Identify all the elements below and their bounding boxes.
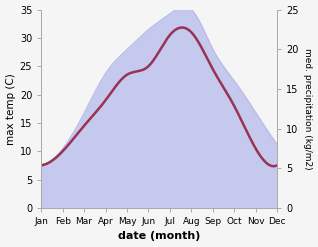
Y-axis label: max temp (C): max temp (C) [5, 73, 16, 144]
X-axis label: date (month): date (month) [118, 231, 200, 242]
Y-axis label: med. precipitation (kg/m2): med. precipitation (kg/m2) [303, 48, 313, 169]
